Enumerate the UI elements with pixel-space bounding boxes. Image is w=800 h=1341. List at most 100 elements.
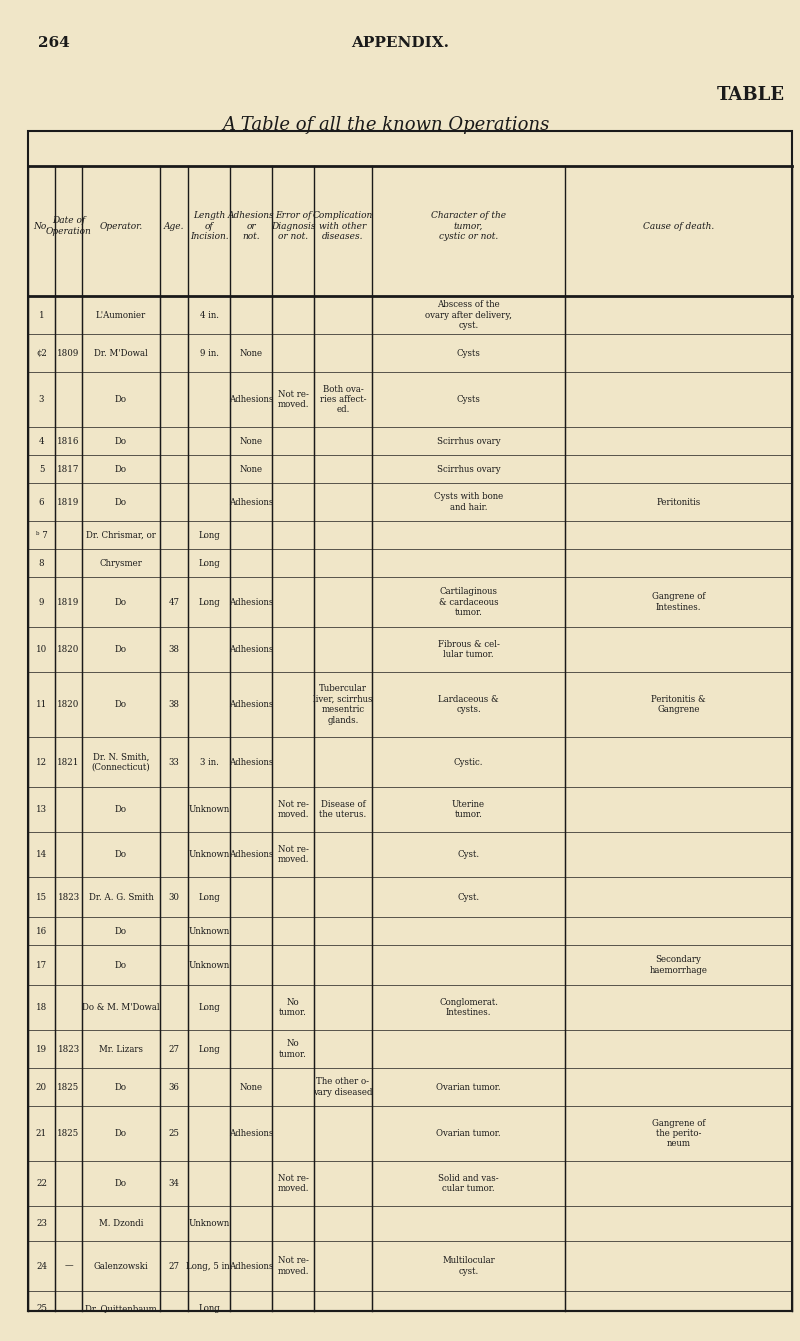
Text: 27: 27: [169, 1045, 179, 1054]
Text: Scirrhus ovary: Scirrhus ovary: [437, 437, 500, 445]
Text: Adhesions: Adhesions: [229, 396, 273, 404]
Text: Unknown: Unknown: [188, 927, 230, 936]
Text: Do: Do: [115, 927, 127, 936]
Text: No.: No.: [34, 221, 50, 231]
Text: Length
of
Incision.: Length of Incision.: [190, 211, 228, 241]
Text: 21: 21: [36, 1129, 47, 1139]
Text: The other o-
vary diseased: The other o- vary diseased: [314, 1077, 373, 1097]
Text: Conglomerat.
Intestines.: Conglomerat. Intestines.: [439, 998, 498, 1018]
Text: ¢2: ¢2: [36, 349, 47, 358]
Text: 9 in.: 9 in.: [199, 349, 218, 358]
Text: Do: Do: [115, 1129, 127, 1139]
Text: Gangrene of
Intestines.: Gangrene of Intestines.: [652, 593, 706, 611]
Text: Do: Do: [115, 464, 127, 473]
Text: 11: 11: [36, 700, 47, 709]
Text: 1825: 1825: [58, 1082, 80, 1092]
Text: Long: Long: [198, 598, 220, 606]
Text: Not re-
moved.: Not re- moved.: [278, 799, 309, 819]
Text: 1819: 1819: [58, 498, 80, 507]
Text: 38: 38: [169, 700, 179, 709]
Text: Peritonitis &
Gangrene: Peritonitis & Gangrene: [651, 695, 706, 715]
Text: 8: 8: [38, 558, 44, 567]
Text: 34: 34: [169, 1179, 179, 1188]
Text: Not re-
moved.: Not re- moved.: [278, 390, 309, 409]
Text: Cysts with bone
and hair.: Cysts with bone and hair.: [434, 492, 503, 512]
Text: Abscess of the
ovary after delivery,
cyst.: Abscess of the ovary after delivery, cys…: [425, 300, 512, 330]
Text: 20: 20: [36, 1082, 47, 1092]
Text: 3 in.: 3 in.: [199, 758, 218, 767]
Text: Long: Long: [198, 1045, 220, 1054]
Text: 18: 18: [36, 1003, 47, 1012]
Text: Lardaceous &
cysts.: Lardaceous & cysts.: [438, 695, 499, 715]
Text: Cyst.: Cyst.: [458, 893, 479, 901]
Text: 6: 6: [38, 498, 44, 507]
Text: Complication
with other
diseases.: Complication with other diseases.: [313, 211, 373, 241]
Text: 9: 9: [38, 598, 44, 606]
Text: L'Aumonier: L'Aumonier: [96, 311, 146, 319]
Text: Unknown: Unknown: [188, 805, 230, 814]
Text: None: None: [239, 437, 262, 445]
Text: Dr. N. Smith,
(Connecticut): Dr. N. Smith, (Connecticut): [92, 752, 150, 771]
Text: 1809: 1809: [58, 349, 80, 358]
Text: Galenzowski: Galenzowski: [94, 1262, 148, 1270]
Bar: [28, 131, 792, 1311]
Text: 24: 24: [36, 1262, 47, 1270]
Text: Operator.: Operator.: [99, 221, 142, 231]
Text: No
tumor.: No tumor.: [279, 998, 307, 1018]
Text: Age.: Age.: [164, 221, 184, 231]
Text: Secondary
haemorrhage: Secondary haemorrhage: [650, 955, 707, 975]
Text: Long, 5 in.: Long, 5 in.: [186, 1262, 232, 1270]
Text: Ovarian tumor.: Ovarian tumor.: [436, 1129, 501, 1139]
Text: Date of
Operation: Date of Operation: [46, 216, 91, 236]
Text: 4: 4: [38, 437, 44, 445]
Text: Adhesions
or
not.: Adhesions or not.: [228, 211, 274, 241]
Text: Dr. A. G. Smith: Dr. A. G. Smith: [89, 893, 154, 901]
Text: 25: 25: [36, 1303, 47, 1313]
Text: Adhesions: Adhesions: [229, 1262, 273, 1270]
Text: 47: 47: [169, 598, 179, 606]
Text: Long: Long: [198, 1303, 220, 1313]
Text: Disease of
the uterus.: Disease of the uterus.: [319, 799, 366, 819]
Text: Error of
Diagnosis
or not.: Error of Diagnosis or not.: [270, 211, 315, 241]
Text: Both ova-
ries affect-
ed.: Both ova- ries affect- ed.: [320, 385, 366, 414]
Text: Adhesions: Adhesions: [229, 700, 273, 709]
Text: 25: 25: [169, 1129, 179, 1139]
Text: Dr. Chrismar, or: Dr. Chrismar, or: [86, 531, 156, 539]
Text: M. Dzondi: M. Dzondi: [99, 1219, 143, 1228]
Text: Peritonitis: Peritonitis: [656, 498, 701, 507]
Text: Dr. Quittenbaum: Dr. Quittenbaum: [85, 1303, 157, 1313]
Text: Cyst.: Cyst.: [458, 850, 479, 860]
Text: Do: Do: [115, 1179, 127, 1188]
Text: 36: 36: [169, 1082, 179, 1092]
Text: Long: Long: [198, 558, 220, 567]
Text: Do: Do: [115, 805, 127, 814]
Text: Do: Do: [115, 437, 127, 445]
Text: Unknown: Unknown: [188, 960, 230, 970]
Text: 33: 33: [169, 758, 179, 767]
Text: Do & M. M'Dowal: Do & M. M'Dowal: [82, 1003, 160, 1012]
Text: 1823: 1823: [58, 1045, 79, 1054]
Text: Adhesions: Adhesions: [229, 645, 273, 654]
Text: 19: 19: [36, 1045, 47, 1054]
Text: 1819: 1819: [58, 598, 80, 606]
Text: 12: 12: [36, 758, 47, 767]
Text: Mr. Lizars: Mr. Lizars: [99, 1045, 143, 1054]
Text: 1: 1: [38, 311, 44, 319]
Text: 16: 16: [36, 927, 47, 936]
Text: None: None: [239, 464, 262, 473]
Text: Fibrous & cel-
lular tumor.: Fibrous & cel- lular tumor.: [438, 640, 499, 660]
Text: 17: 17: [36, 960, 47, 970]
Text: ᵇ 7: ᵇ 7: [36, 531, 47, 539]
Text: Adhesions: Adhesions: [229, 1129, 273, 1139]
Text: Cause of death.: Cause of death.: [643, 221, 714, 231]
Text: 38: 38: [169, 645, 179, 654]
Text: Do: Do: [115, 700, 127, 709]
Text: None: None: [239, 1082, 262, 1092]
Text: Adhesions: Adhesions: [229, 598, 273, 606]
Text: Not re-
moved.: Not re- moved.: [278, 1173, 309, 1193]
Text: Dr. M'Dowal: Dr. M'Dowal: [94, 349, 148, 358]
Text: Do: Do: [115, 598, 127, 606]
Text: 23: 23: [36, 1219, 47, 1228]
Text: A Table of all the known Operations: A Table of all the known Operations: [222, 117, 550, 134]
Text: 1817: 1817: [58, 464, 80, 473]
